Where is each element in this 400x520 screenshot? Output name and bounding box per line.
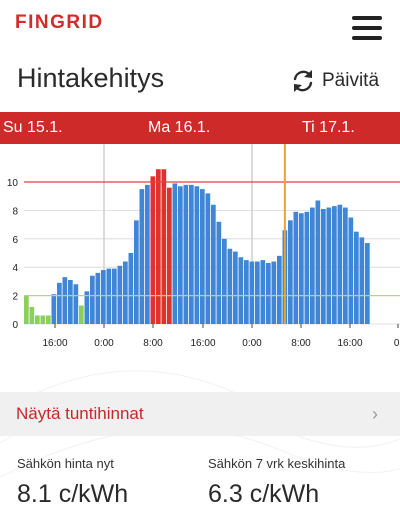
price-bar <box>35 315 40 324</box>
fingrid-logo: FINGRID <box>15 12 104 33</box>
price-bar <box>167 187 172 324</box>
price-bar <box>90 275 95 324</box>
price-bar <box>222 238 227 324</box>
average-price-value: 6.3 c/kWh <box>208 480 320 508</box>
price-bar <box>227 248 233 324</box>
price-bar <box>293 211 299 324</box>
price-bar <box>183 184 189 324</box>
price-bar <box>211 204 216 324</box>
refresh-button[interactable]: Päivitä <box>290 66 379 96</box>
price-bar <box>194 186 200 324</box>
price-bar <box>310 207 315 324</box>
x-tick-label: 0:00 <box>94 338 114 349</box>
price-bar <box>326 207 332 324</box>
price-bar <box>150 176 156 324</box>
price-bar <box>46 315 51 324</box>
price-bar <box>95 272 101 324</box>
page-title: Hintakehitys <box>17 63 165 93</box>
price-bar <box>68 279 73 324</box>
x-tick-label: 0:00 <box>242 338 262 349</box>
price-bar <box>238 257 244 324</box>
price-bar <box>205 193 211 324</box>
price-bar <box>84 291 90 324</box>
price-bar <box>123 261 128 324</box>
price-bar <box>161 169 167 324</box>
price-bar <box>172 183 178 324</box>
y-tick-label: 2 <box>12 292 18 303</box>
price-bar <box>40 315 46 324</box>
day-label-tuesday[interactable]: Ti 17.1. <box>302 119 355 136</box>
x-tick-label: 8:00 <box>143 338 163 349</box>
price-bar <box>73 284 79 324</box>
price-bar <box>304 211 310 324</box>
price-bar <box>332 206 337 324</box>
price-bar <box>337 204 343 324</box>
price-bar <box>249 261 255 324</box>
y-tick-label: 6 <box>12 235 18 246</box>
hourly-prices-label: Näytä tuntihinnat <box>16 404 144 423</box>
price-bar <box>233 251 238 324</box>
y-tick-label: 4 <box>12 263 18 274</box>
y-tick-label: 8 <box>12 206 18 217</box>
price-bar <box>57 282 62 324</box>
price-bar <box>200 189 205 324</box>
price-bar <box>101 270 106 324</box>
price-bar <box>128 253 134 324</box>
y-tick-label: 10 <box>7 178 19 189</box>
price-bar <box>365 243 370 324</box>
hamburger-icon[interactable] <box>350 14 384 42</box>
current-price-value: 8.1 c/kWh <box>17 480 129 508</box>
price-bar <box>62 277 68 324</box>
price-bar <box>112 268 117 324</box>
day-label-sunday[interactable]: Su 15.1. <box>3 119 63 136</box>
refresh-icon <box>293 70 313 92</box>
day-selector: Su 15.1. Ma 16.1. Ti 17.1. <box>0 112 400 144</box>
x-tick-label: 16:00 <box>190 338 215 349</box>
price-bar <box>51 294 57 324</box>
price-bar <box>288 220 293 324</box>
price-bar <box>321 208 326 324</box>
price-bar <box>255 261 260 324</box>
price-bar <box>24 295 29 324</box>
price-bar <box>145 184 150 324</box>
price-bar <box>79 305 84 324</box>
price-bar <box>271 261 277 324</box>
current-price-label: Sähkön hinta nyt <box>17 456 114 471</box>
x-tick-label: 0: <box>394 338 400 349</box>
price-chart: 0 2 4 6 8 10 16:00 0:00 8:00 16:00 0:00 8:00 16:00 0: <box>7 144 400 349</box>
price-bar <box>244 260 249 324</box>
price-bar <box>216 221 222 324</box>
app-header: FINGRID <box>0 0 400 50</box>
price-bar <box>189 184 194 324</box>
day-label-monday[interactable]: Ma 16.1. <box>148 119 211 136</box>
price-bar <box>299 213 304 324</box>
hourly-prices-button[interactable]: Näytä tuntihinnat › <box>0 392 400 436</box>
price-bar <box>354 231 359 324</box>
chevron-right-icon: › <box>372 404 378 424</box>
x-tick-label: 16:00 <box>337 338 362 349</box>
price-bar <box>315 200 321 324</box>
price-bar <box>178 186 183 324</box>
x-tick-label: 8:00 <box>291 338 311 349</box>
average-price-label: Sähkön 7 vrk keskihinta <box>208 456 346 471</box>
price-bar <box>260 260 266 324</box>
price-bar <box>343 207 348 324</box>
y-tick-label: 0 <box>12 320 18 331</box>
price-bar <box>156 169 161 324</box>
price-bar <box>29 306 35 324</box>
price-bar <box>359 237 365 324</box>
price-bar <box>266 262 271 324</box>
price-bar <box>106 268 112 324</box>
price-bar <box>134 220 139 324</box>
price-bar <box>117 265 123 324</box>
refresh-label: Päivitä <box>322 70 380 91</box>
price-bar <box>348 217 354 324</box>
price-bar <box>139 189 145 324</box>
x-tick-label: 16:00 <box>42 338 67 349</box>
price-bar <box>277 255 282 324</box>
